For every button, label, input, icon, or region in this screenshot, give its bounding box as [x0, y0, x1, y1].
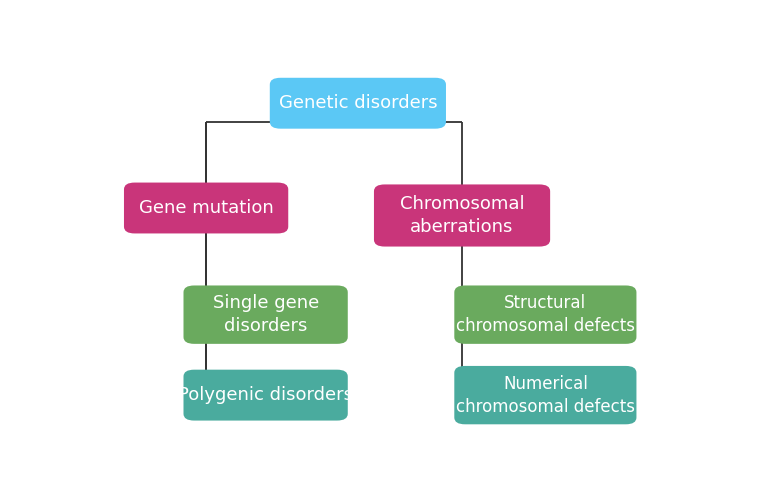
Text: Single gene
disorders: Single gene disorders — [213, 294, 319, 335]
FancyBboxPatch shape — [455, 285, 637, 344]
FancyBboxPatch shape — [270, 78, 446, 129]
FancyBboxPatch shape — [184, 370, 348, 420]
Text: Polygenic disorders: Polygenic disorders — [178, 386, 353, 404]
FancyBboxPatch shape — [184, 285, 348, 344]
FancyBboxPatch shape — [124, 183, 288, 233]
Text: Chromosomal
aberrations: Chromosomal aberrations — [399, 195, 525, 236]
Text: Gene mutation: Gene mutation — [139, 199, 273, 217]
Text: Structural
chromosomal defects: Structural chromosomal defects — [456, 294, 635, 335]
FancyBboxPatch shape — [455, 366, 637, 424]
FancyBboxPatch shape — [374, 184, 550, 246]
Text: Numerical
chromosomal defects: Numerical chromosomal defects — [456, 375, 635, 416]
Text: Genetic disorders: Genetic disorders — [279, 94, 437, 112]
